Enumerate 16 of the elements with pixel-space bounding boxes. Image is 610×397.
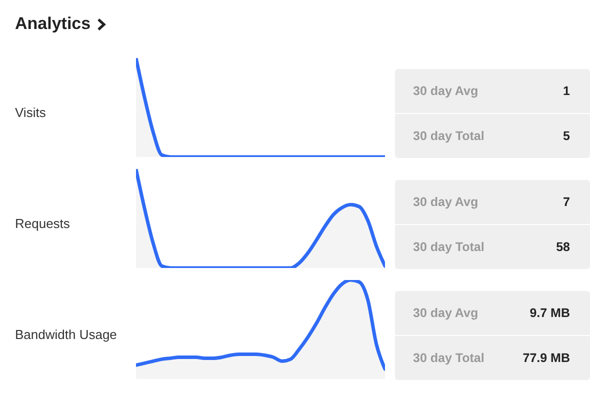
y-axis-title: Visits — [15, 105, 46, 120]
text: 7 — [563, 195, 570, 209]
text: 9.7 MB — [530, 306, 570, 320]
y-axis-title: Requests — [15, 216, 70, 231]
text: 1 — [563, 84, 570, 98]
text: 58 — [556, 240, 570, 254]
text: 30 day Avg — [413, 306, 478, 320]
text: 30 day Total — [413, 240, 484, 254]
y-axis-title: Bandwidth Usage — [15, 327, 117, 342]
chart-title: Analytics — [15, 14, 91, 34]
text: 30 day Total — [413, 351, 484, 365]
text: 30 day Avg — [413, 195, 478, 209]
text: 30 day Avg — [413, 84, 478, 98]
text: 30 day Total — [413, 129, 484, 143]
text: 5 — [563, 129, 570, 143]
text: 77.9 MB — [522, 351, 570, 365]
